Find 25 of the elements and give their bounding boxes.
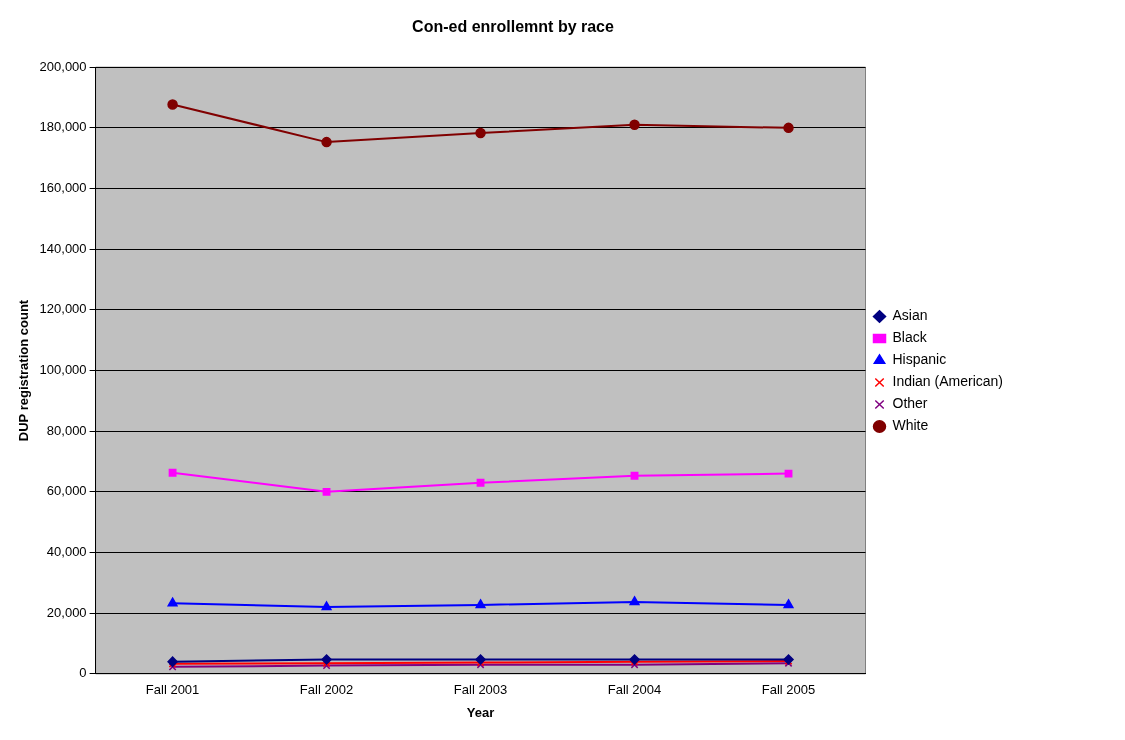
legend-label: Other	[892, 395, 928, 412]
y-tick-label: 80,000	[46, 422, 87, 438]
x-tick-label: Fall 2001	[145, 682, 200, 698]
y-tick-label: 140,000	[39, 240, 87, 256]
x-tick-label: Fall 2004	[607, 682, 662, 698]
x-axis-title: Year	[466, 704, 495, 720]
x-tick-label: Fall 2005	[761, 682, 816, 698]
y-axis-title: DUP registration count	[16, 299, 32, 442]
y-tick-label: 100,000	[39, 362, 87, 378]
legend-label: Black	[892, 329, 928, 346]
y-tick-label: 120,000	[39, 301, 87, 317]
y-tick-label: 60,000	[46, 483, 87, 499]
y-tick-label: 200,000	[39, 58, 87, 74]
legend-label: White	[892, 417, 929, 434]
y-tick-label: 160,000	[39, 180, 87, 196]
x-tick-label: Fall 2002	[299, 682, 354, 698]
x-tick-label: Fall 2003	[453, 682, 508, 698]
y-tick-label: 20,000	[46, 604, 87, 620]
y-tick-label: 40,000	[46, 544, 87, 560]
legend-label: Asian	[892, 307, 928, 324]
y-tick-label: 180,000	[39, 119, 87, 135]
legend-label: Hispanic	[892, 351, 947, 368]
y-tick-label: 0	[79, 665, 87, 681]
chart-title: Con-ed enrollemnt by race	[412, 18, 615, 36]
legend-label: Indian (American)	[892, 373, 1004, 390]
